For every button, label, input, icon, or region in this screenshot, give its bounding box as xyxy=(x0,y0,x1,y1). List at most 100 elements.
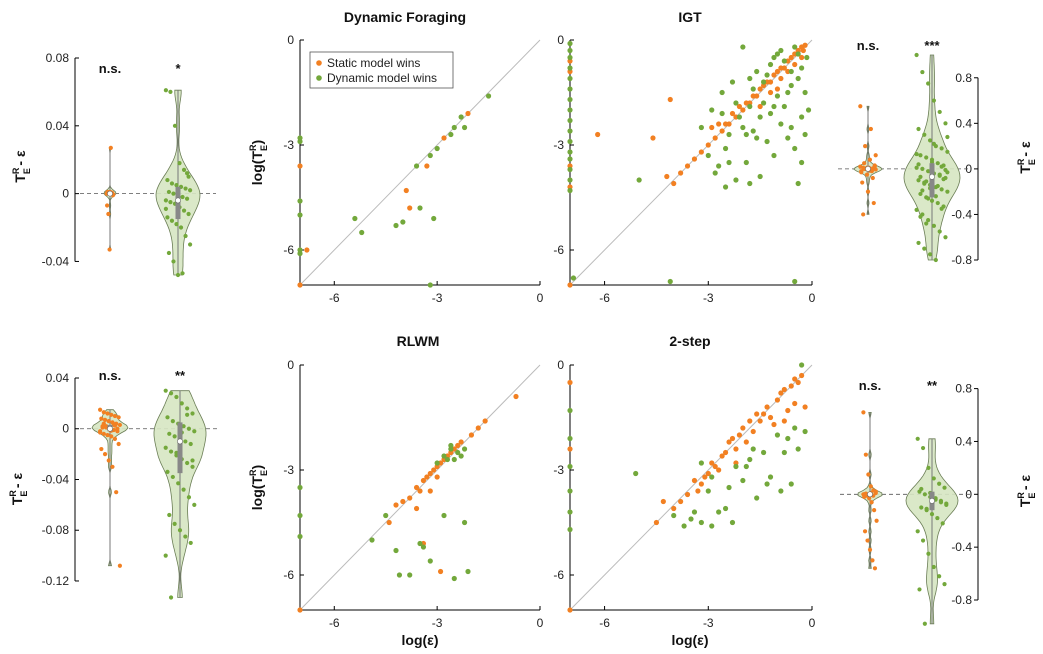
dynamic-point xyxy=(297,198,303,204)
dynamic-point xyxy=(427,558,433,564)
dynamic-point xyxy=(924,155,929,160)
static-point xyxy=(774,86,781,92)
ylabel-violin-3: TER- ε xyxy=(8,473,29,506)
dynamic-point xyxy=(444,456,451,463)
dynamic-point xyxy=(926,551,931,556)
static-point xyxy=(413,505,420,512)
static-point xyxy=(110,464,115,469)
dynamic-point xyxy=(567,75,573,82)
dynamic-point xyxy=(799,114,805,120)
dynamic-point xyxy=(767,474,774,480)
static-point xyxy=(99,446,104,452)
dynamic-point xyxy=(919,505,924,510)
dynamic-point xyxy=(922,492,927,497)
dynamic-point xyxy=(926,81,931,86)
violin-panel-1: 0.08 0.04 0 -0.04 n.s. * xyxy=(42,51,216,278)
dynamic-point xyxy=(740,477,746,484)
violin-panel-2: 0.8 0.4 0 -0.4 -0.8 n.s. *** xyxy=(838,38,979,267)
dynamic-point xyxy=(771,54,777,61)
dynamic-point xyxy=(740,124,746,131)
static-point xyxy=(112,423,118,428)
dynamic-point xyxy=(188,441,193,447)
dynamic-point xyxy=(922,181,927,186)
significance-label: ** xyxy=(175,368,186,383)
dynamic-point xyxy=(168,200,173,205)
static-point xyxy=(795,379,801,386)
dynamic-point xyxy=(926,465,931,470)
y-tick-label: 0.4 xyxy=(955,434,972,448)
dynamic-point xyxy=(788,82,794,89)
significance-label: *** xyxy=(924,38,940,53)
static-point xyxy=(650,135,656,141)
static-point xyxy=(754,93,760,99)
dynamic-point xyxy=(190,458,195,463)
static-point xyxy=(434,474,440,480)
dynamic-point xyxy=(178,225,184,230)
static-point xyxy=(427,470,433,477)
dynamic-point xyxy=(681,523,687,529)
dynamic-point xyxy=(420,544,427,550)
xlabel-2-step: log(ε) xyxy=(672,632,709,648)
static-point xyxy=(403,187,409,194)
static-point xyxy=(870,175,875,181)
dynamic-point xyxy=(943,167,948,173)
static-point xyxy=(872,566,878,571)
dynamic-point xyxy=(174,183,179,188)
static-point xyxy=(800,47,806,54)
dynamic-point xyxy=(920,69,925,75)
dynamic-point xyxy=(451,456,457,463)
dynamic-point xyxy=(716,509,722,515)
dynamic-point xyxy=(764,72,770,78)
dynamic-point xyxy=(733,100,739,106)
violin-panel-3: 0.04 0 -0.04 -0.08 -0.12 n.s. ** xyxy=(42,368,218,600)
static-point xyxy=(862,529,868,534)
dynamic-point xyxy=(778,47,784,54)
dynamic-point xyxy=(165,469,170,474)
identity-line xyxy=(569,364,813,611)
dynamic-point xyxy=(927,252,933,257)
dynamic-point xyxy=(698,124,704,131)
y-tick-label: -0.4 xyxy=(951,540,972,554)
static-point xyxy=(98,429,103,434)
dynamic-point xyxy=(180,194,185,200)
x-tick-label: -3 xyxy=(703,616,714,630)
static-point xyxy=(862,494,867,500)
dynamic-point xyxy=(184,171,190,176)
static-point xyxy=(108,145,113,150)
static-point xyxy=(736,432,743,438)
dynamic-point xyxy=(297,533,303,540)
dynamic-point xyxy=(792,44,798,50)
dynamic-point xyxy=(929,159,935,165)
static-point xyxy=(297,163,303,169)
dynamic-point xyxy=(698,460,704,466)
static-point xyxy=(101,421,106,426)
y-tick-label: 0 xyxy=(965,162,972,176)
static-point xyxy=(420,477,427,484)
static-point xyxy=(736,103,743,110)
dynamic-point xyxy=(636,177,642,183)
static-point xyxy=(664,173,670,180)
dynamic-point xyxy=(922,246,927,251)
dynamic-point xyxy=(190,411,195,416)
ylabel-violin-1: TER- ε xyxy=(11,150,32,183)
static-point xyxy=(873,489,878,494)
static-point xyxy=(871,200,876,206)
y-tick-label: -0.8 xyxy=(951,593,972,607)
dynamic-point xyxy=(174,450,179,455)
dynamic-point xyxy=(169,218,175,223)
static-point xyxy=(733,446,739,452)
dynamic-point xyxy=(177,161,182,166)
dynamic-point xyxy=(943,121,948,126)
static-point xyxy=(781,386,787,393)
dynamic-point xyxy=(926,218,931,223)
static-point xyxy=(859,169,864,174)
static-point xyxy=(567,379,573,386)
dynamic-point xyxy=(709,474,715,480)
dynamic-point xyxy=(567,156,573,162)
median-marker xyxy=(865,165,871,172)
static-point xyxy=(719,453,725,459)
dynamic-point xyxy=(461,519,468,526)
static-point xyxy=(106,419,111,424)
static-point xyxy=(684,491,691,498)
dynamic-point xyxy=(802,428,808,435)
